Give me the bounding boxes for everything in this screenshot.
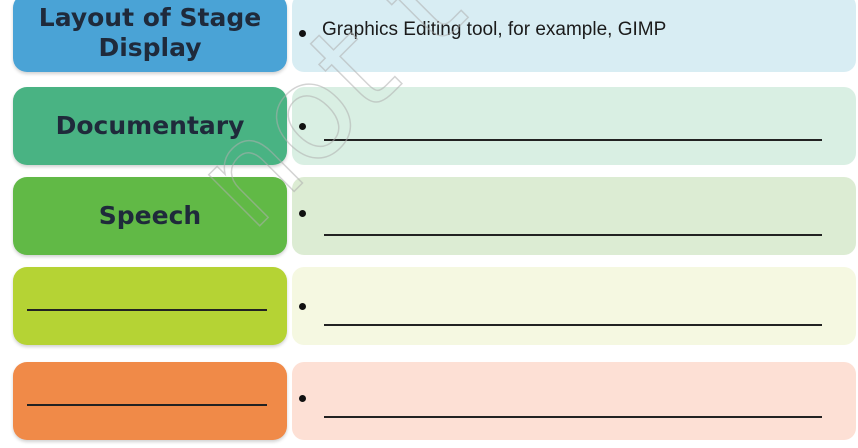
- table-row: [0, 267, 858, 345]
- bullet-icon: [299, 395, 306, 402]
- bullet-icon: [299, 30, 306, 37]
- row-label: Layout of Stage Display: [38, 2, 262, 63]
- row-content-box: Graphics Editing tool, for example, GIMP: [292, 0, 856, 72]
- table-row: Layout of Stage Display Graphics Editing…: [0, 0, 858, 72]
- table-row: Speech: [0, 177, 858, 255]
- row-label-box: Speech: [13, 177, 287, 255]
- row-label: Speech: [98, 200, 202, 230]
- row-label: Documentary: [55, 110, 245, 140]
- row-content-box: [292, 177, 856, 255]
- row-content-text: Graphics Editing tool, for example, GIMP: [322, 19, 667, 40]
- row-content-box: [292, 87, 856, 165]
- table-row: [0, 362, 858, 440]
- label-blank-line[interactable]: [27, 404, 267, 406]
- row-label-box: Layout of Stage Display: [13, 0, 287, 72]
- row-content-box: [292, 267, 856, 345]
- table-row: Documentary: [0, 87, 858, 165]
- row-label-box: [13, 267, 287, 345]
- row-label-box: [13, 362, 287, 440]
- answer-blank-line[interactable]: [324, 139, 822, 141]
- bullet-icon: [299, 303, 306, 310]
- bullet-icon: [299, 123, 306, 130]
- row-label-box: Documentary: [13, 87, 287, 165]
- answer-blank-line[interactable]: [324, 234, 822, 236]
- bullet-icon: [299, 210, 306, 217]
- label-blank-line[interactable]: [27, 309, 267, 311]
- row-content-box: [292, 362, 856, 440]
- answer-blank-line[interactable]: [324, 324, 822, 326]
- answer-blank-line[interactable]: [324, 416, 822, 418]
